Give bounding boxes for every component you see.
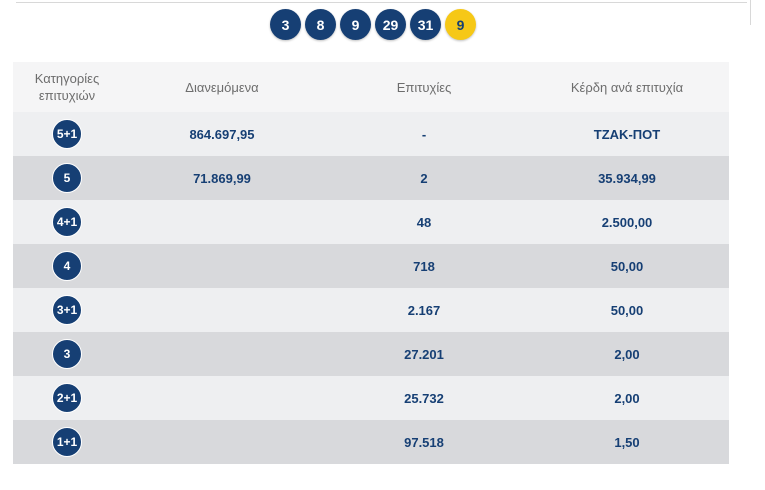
category-badge: 2+1: [52, 383, 82, 413]
distributed-cell: 864.697,95: [189, 126, 255, 142]
winners-cell: 27.201: [404, 346, 444, 362]
category-badge: 5+1: [52, 119, 82, 149]
table-row: 4+1 48 2.500,00: [13, 200, 729, 244]
winners-cell: 25.732: [404, 390, 444, 406]
category-badge: 4: [52, 251, 82, 281]
table-row: 3+1 2.167 50,00: [13, 288, 729, 332]
category-badge: 5: [52, 163, 82, 193]
category-badge: 3+1: [52, 295, 82, 325]
winning-number-ball: 8: [305, 9, 336, 40]
prize-cell: 50,00: [610, 258, 644, 274]
distributed-cell: 71.869,99: [193, 170, 251, 186]
prize-cell: 1,50: [614, 434, 640, 450]
winning-number-ball: 3: [270, 9, 301, 40]
right-divider: [750, 0, 751, 25]
table-row: 2+1 25.732 2,00: [13, 376, 729, 420]
table-row: 3 27.201 2,00: [13, 332, 729, 376]
header-prize: Κέρδη ανά επιτυχία: [570, 79, 684, 95]
category-badge: 1+1: [52, 427, 82, 457]
prize-cell: 2,00: [614, 390, 640, 406]
bonus-number-ball: 9: [445, 9, 476, 40]
winners-cell: 48: [416, 214, 432, 230]
winning-number-ball: 31: [410, 9, 441, 40]
winning-numbers: 3 8 9 29 31 9: [270, 9, 476, 40]
top-divider: [16, 2, 747, 3]
prize-cell: 2,00: [614, 346, 640, 362]
header-category: Κατηγορίες επιτυχιών: [34, 71, 100, 103]
prize-cell: 35.934,99: [598, 170, 656, 186]
table-row: 1+1 97.518 1,50: [13, 420, 729, 464]
table-row: 4 718 50,00: [13, 244, 729, 288]
winners-cell: 2: [420, 170, 428, 186]
prize-cell: 50,00: [610, 302, 644, 318]
winners-cell: 97.518: [404, 434, 444, 450]
prize-cell: 2.500,00: [601, 214, 653, 230]
category-badge: 4+1: [52, 207, 82, 237]
winning-number-ball: 9: [340, 9, 371, 40]
table-row: 5+1 864.697,95 - ΤΖΑΚ-ΠΟΤ: [13, 112, 729, 156]
prize-table: Κατηγορίες επιτυχιών Διανεμόμενα Επιτυχί…: [13, 62, 729, 464]
winners-cell: -: [421, 126, 427, 142]
table-header: Κατηγορίες επιτυχιών Διανεμόμενα Επιτυχί…: [13, 62, 729, 112]
winners-cell: 718: [413, 258, 435, 274]
winners-cell: 2.167: [407, 302, 441, 318]
header-winners: Επιτυχίες: [396, 79, 452, 95]
prize-cell: ΤΖΑΚ-ΠΟΤ: [593, 126, 661, 142]
header-distributed: Διανεμόμενα: [185, 79, 259, 95]
winning-number-ball: 29: [375, 9, 406, 40]
table-row: 5 71.869,99 2 35.934,99: [13, 156, 729, 200]
category-badge: 3: [52, 339, 82, 369]
